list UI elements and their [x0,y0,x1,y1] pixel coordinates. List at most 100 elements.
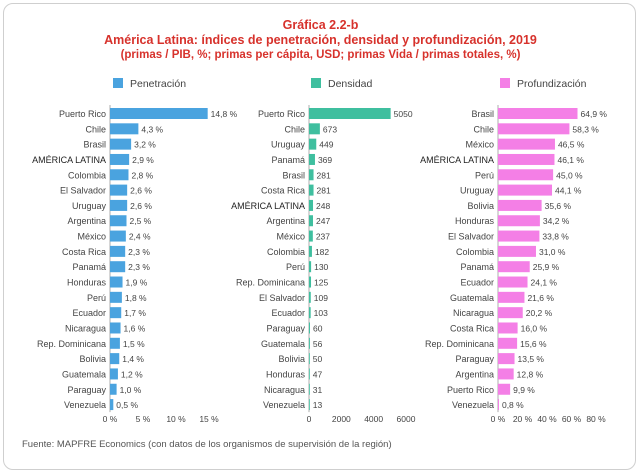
legend-label: Profundización [517,78,587,90]
category-label-paraguay: Paraguay [67,385,106,395]
bar-nicaragua [309,383,310,395]
category-label-venezuela: Venezuela [64,400,106,410]
category-label-brasil: Brasil [83,140,106,150]
x-tick-label: 60 % [562,414,582,424]
value-label-colombia: 182 [315,247,329,257]
bar-peru [498,169,554,181]
category-label-venezuela: Venezuela [263,400,305,410]
category-label-colombia: Colombia [456,247,494,257]
bar-america-latina [498,153,555,165]
bar-guatemala [309,337,310,349]
category-label-mexico: México [276,232,305,242]
value-label-nicaragua: 20,2 % [526,308,553,318]
bar-el-salvador [309,291,311,303]
bar-argentina [309,215,313,227]
category-label-peru: Perú [475,170,494,180]
bar-colombia [309,245,312,257]
category-label-america-latina: AMÉRICA LATINA [32,155,106,165]
value-label-ecuador: 103 [314,308,328,318]
category-label-bolivia: Bolivia [79,354,106,364]
category-label-costa-rica: Costa Rica [261,186,305,196]
chart-label: Gráfica 2.2-b [282,18,359,32]
category-label-panama: Panamá [72,262,106,272]
category-label-el-salvador: El Salvador [448,232,494,242]
category-label-venezuela: Venezuela [452,400,494,410]
value-label-paraguay: 60 [313,323,323,333]
category-label-costa-rica: Costa Rica [450,323,494,333]
category-label-chile: Chile [85,124,106,134]
category-label-america-latina: AMÉRICA LATINA [231,201,305,211]
category-label-chile: Chile [284,124,305,134]
value-label-panama: 25,9 % [533,262,560,272]
bar-honduras [110,276,123,288]
bar-venezuela [498,399,499,411]
bar-brasil [110,138,132,150]
bar-el-salvador [498,230,540,242]
value-label-bolivia: 50 [313,354,323,364]
category-label-nicaragua: Nicaragua [453,308,494,318]
category-label-ecuador: Ecuador [271,308,305,318]
bar-peru [110,291,122,303]
bar-chile [309,123,320,135]
bar-costa-rica [110,245,126,257]
category-label-uruguay: Uruguay [72,201,107,211]
bar-ecuador [309,307,311,319]
x-tick-label: 0 % [103,414,118,424]
value-label-el-salvador: 2,6 % [130,186,152,196]
bar-rep-dominicana [110,337,120,349]
x-tick-label: 5 % [136,414,151,424]
category-label-argentina: Argentina [67,216,106,226]
category-label-bolivia: Bolivia [278,354,305,364]
bar-venezuela [309,399,310,411]
value-label-paraguay: 13,5 % [518,354,545,364]
category-label-ecuador: Ecuador [72,308,106,318]
bar-argentina [498,368,514,380]
source-note: Fuente: MAPFRE Economics (con datos de l… [22,439,392,450]
value-label-america-latina: 248 [316,201,330,211]
bar-america-latina [110,153,130,165]
bar-costa-rica [498,322,518,334]
value-label-peru: 45,0 % [556,170,583,180]
category-label-honduras: Honduras [67,278,107,288]
bar-colombia [498,245,536,257]
category-label-nicaragua: Nicaragua [65,323,106,333]
x-tick-label: 20 % [513,414,533,424]
x-tick-label: 4000 [364,414,383,424]
value-label-rep-dominicana: 15,6 % [520,339,547,349]
value-label-guatemala: 1,2 % [121,369,143,379]
value-label-costa-rica: 281 [317,186,331,196]
bar-mexico [498,138,555,150]
value-label-nicaragua: 31 [313,385,323,395]
value-label-peru: 1,8 % [125,293,147,303]
category-label-guatemala: Guatemala [450,293,494,303]
category-label-paraguay: Paraguay [455,354,494,364]
category-label-uruguay: Uruguay [460,186,495,196]
value-label-argentina: 247 [316,216,330,226]
value-label-honduras: 34,2 % [543,216,570,226]
x-tick-label: 40 % [537,414,557,424]
category-label-mexico: México [77,232,106,242]
category-label-honduras: Honduras [266,369,306,379]
bar-ecuador [498,276,528,288]
category-label-panama: Panamá [271,155,305,165]
bar-rep-dominicana [498,337,518,349]
bar-puerto-rico [309,108,391,119]
bar-brasil [498,108,578,119]
value-label-guatemala: 56 [313,339,323,349]
bar-costa-rica [309,184,314,196]
bar-paraguay [110,383,117,395]
bar-america-latina [309,199,314,211]
value-label-el-salvador: 33,8 % [542,232,569,242]
category-label-el-salvador: El Salvador [259,293,305,303]
bar-nicaragua [110,322,121,334]
x-tick-label: 15 % [199,414,219,424]
bar-puerto-rico [110,108,208,119]
value-label-panama: 2,3 % [128,262,150,272]
category-label-honduras: Honduras [455,216,495,226]
bar-rep-dominicana [309,276,312,288]
value-label-chile: 673 [323,124,337,134]
bar-argentina [110,215,127,227]
bar-uruguay [309,138,317,150]
category-label-guatemala: Guatemala [261,339,305,349]
